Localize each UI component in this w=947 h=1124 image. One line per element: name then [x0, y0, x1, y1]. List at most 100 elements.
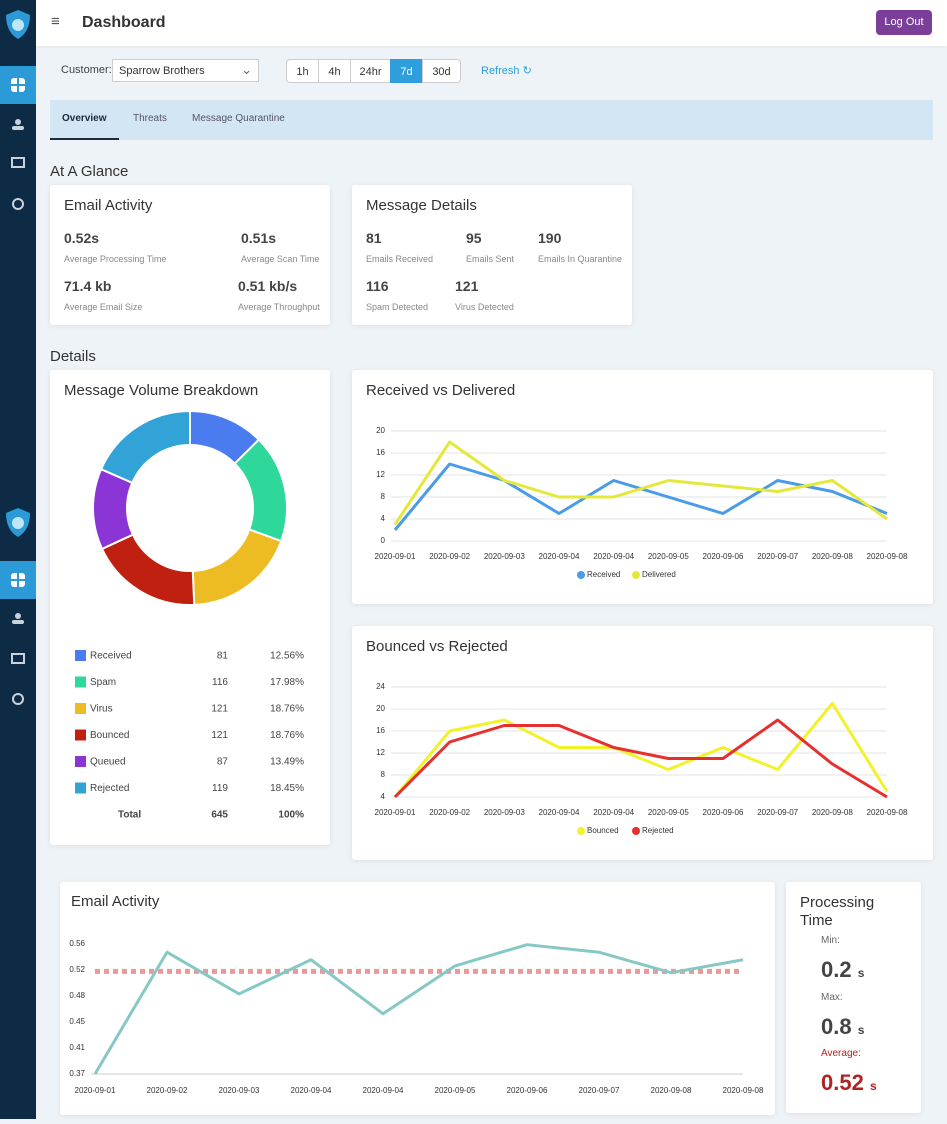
refresh-button[interactable]: Refresh ↻ — [481, 65, 532, 77]
x-tick-label: 2020-09-01 — [375, 808, 416, 817]
x-tick-label: 2020-09-05 — [435, 1086, 476, 1095]
stat-label: Emails In Quarantine — [538, 254, 623, 264]
min-value: 0.2 s — [821, 957, 864, 983]
percent: 13.49% — [270, 757, 304, 768]
y-tick-label: 0.37 — [69, 1069, 85, 1078]
donut-slice — [191, 528, 283, 606]
y-tick-label: 0.52 — [69, 965, 85, 974]
percent: 12.56% — [270, 651, 304, 662]
line-chart: Received vs Delivered 0 4 8 12 16 20 2020-09-01… — [366, 382, 908, 579]
nav-users[interactable] — [15, 119, 21, 125]
x-tick-label: 2020-09-04 — [291, 1086, 332, 1095]
total-label: Total — [118, 810, 141, 821]
range-button[interactable]: 4h — [318, 59, 351, 83]
customer-select[interactable]: Sparrow Brothers ⌄ — [112, 59, 259, 82]
total-percent: 100% — [278, 810, 304, 821]
x-tick-label: 2020-09-08 — [867, 808, 908, 817]
line-chart: Bounced vs Rejected 4 8 12 16 20 24 2020-09-01 2… — [366, 638, 908, 835]
stat-label: Spam Detected — [366, 302, 429, 312]
x-tick-label: 2020-09-03 — [484, 808, 525, 817]
range-button[interactable]: 7d — [390, 59, 423, 83]
x-tick-label: 2020-09-08 — [867, 552, 908, 561]
stat-label: Emails Sent — [466, 254, 515, 264]
y-tick-label: 12 — [376, 470, 385, 479]
x-tick-label: 2020-09-04 — [539, 808, 580, 817]
y-tick-label: 24 — [376, 682, 385, 691]
legend-swatch — [75, 650, 86, 661]
y-tick-label: 4 — [381, 792, 386, 801]
count: 119 — [212, 783, 228, 794]
stat-value: 81 — [366, 230, 382, 246]
legend-swatch — [75, 756, 86, 767]
range-button[interactable]: 24hr — [350, 59, 391, 83]
x-tick-label: 2020-09-04 — [593, 552, 634, 561]
x-tick-label: 2020-09-08 — [651, 1086, 692, 1095]
legend-label: Bounced — [90, 730, 129, 741]
x-tick-label: 2020-09-05 — [648, 552, 689, 561]
customer-label: Customer: — [61, 64, 112, 76]
x-tick-label: 2020-09-04 — [363, 1086, 404, 1095]
range-button[interactable]: 1h — [286, 59, 319, 83]
tab-underline — [50, 138, 119, 140]
stat-label: Average Email Size — [64, 302, 143, 312]
percent: 18.76% — [270, 704, 304, 715]
nav-list[interactable] — [11, 653, 25, 664]
stat-value: 121 — [455, 278, 479, 294]
min-label: Min: — [821, 935, 840, 946]
unit: s — [857, 1023, 865, 1037]
x-tick-label: 2020-09-08 — [812, 808, 853, 817]
stat-value: 0.52s — [64, 230, 100, 246]
nav-profile[interactable] — [12, 693, 24, 705]
nav-users[interactable] — [15, 613, 21, 619]
x-tick-label: 2020-09-03 — [484, 552, 525, 561]
card-title: Message Details — [366, 197, 477, 214]
count: 121 — [211, 730, 228, 741]
legend-marker — [577, 827, 585, 835]
x-tick-label: 2020-09-07 — [757, 808, 798, 817]
x-tick-label: 2020-09-06 — [703, 808, 744, 817]
stat-value: 95 — [466, 230, 482, 246]
donut-chart: Message Volume Breakdown Received 81 12.56… — [64, 382, 304, 821]
tab[interactable]: Threats — [133, 113, 167, 124]
y-tick-label: 0.48 — [69, 991, 85, 1000]
y-tick-label: 0.41 — [69, 1043, 85, 1052]
x-tick-label: 2020-09-07 — [757, 552, 798, 561]
legend-label: Delivered — [642, 570, 676, 579]
range-button[interactable]: 30d — [422, 59, 461, 83]
x-tick-label: 2020-09-03 — [219, 1086, 260, 1095]
donut-slice — [99, 409, 191, 485]
customer-value: Sparrow Brothers — [119, 65, 205, 77]
legend-marker — [577, 571, 585, 579]
percent: 18.76% — [270, 730, 304, 741]
x-tick-label: 2020-09-01 — [375, 552, 416, 561]
legend-label: Spam — [90, 677, 116, 688]
card-title: Message Volume Breakdown — [64, 382, 258, 399]
tab[interactable]: Message Quarantine — [192, 113, 285, 124]
y-tick-label: 0.56 — [69, 939, 85, 948]
stat-value: 190 — [538, 230, 562, 246]
tab[interactable]: Overview — [62, 113, 107, 124]
legend-swatch — [75, 729, 86, 741]
stat-value: 116 — [366, 278, 389, 294]
average-value: 0.52 s — [821, 1070, 877, 1096]
dropdown-arrow: ⌄ — [241, 62, 252, 77]
x-tick-label: 2020-09-07 — [579, 1086, 620, 1095]
header: ≡ Dashboard Log Out — [36, 0, 947, 46]
card-title: Received vs Delivered — [366, 382, 515, 399]
legend-swatch — [75, 703, 86, 714]
menu-icon[interactable]: ≡ — [51, 13, 60, 30]
legend-label: Virus — [90, 704, 113, 715]
nav-list[interactable] — [11, 157, 25, 168]
y-tick-label: 12 — [376, 748, 385, 757]
tab-bar: Overview Threats Message Quarantine — [50, 100, 933, 140]
x-tick-label: 2020-09-02 — [429, 552, 470, 561]
x-tick-label: 2020-09-04 — [539, 552, 580, 561]
donut-slice — [233, 438, 288, 543]
max-label: Max: — [821, 992, 843, 1003]
unit: s — [857, 966, 865, 980]
series-line — [93, 943, 744, 1075]
average-label: Average: — [821, 1048, 861, 1059]
logout-button[interactable]: Log Out — [876, 10, 932, 35]
nav-profile[interactable] — [12, 198, 24, 210]
